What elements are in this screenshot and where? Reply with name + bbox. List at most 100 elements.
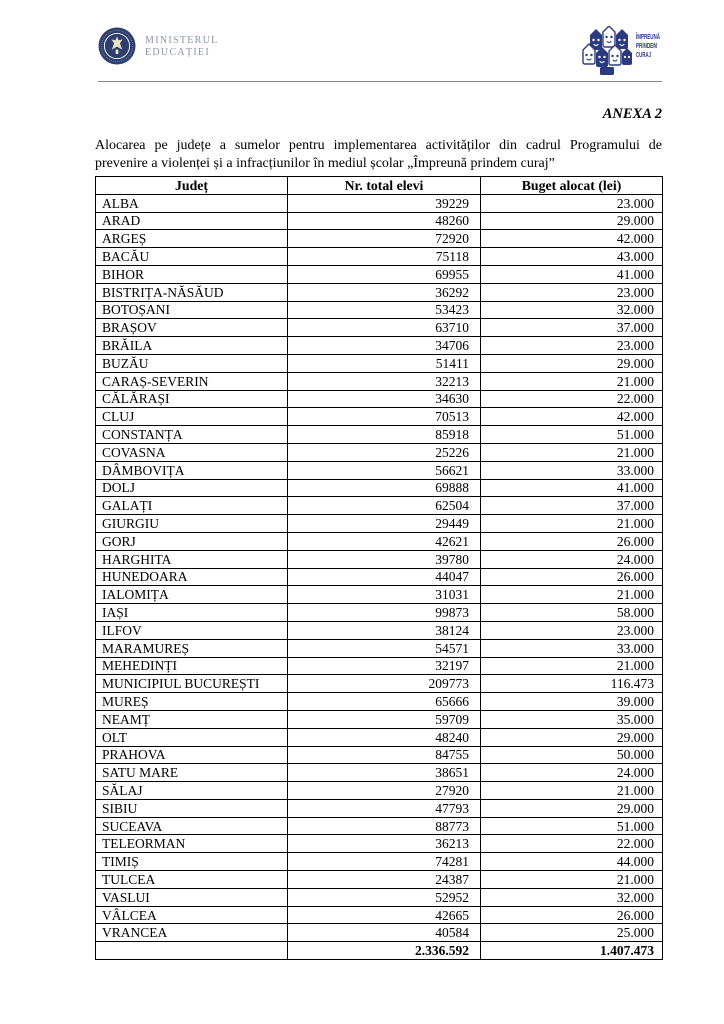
table-row: SIBIU 47793 29.000 <box>95 798 663 818</box>
students-value: 53423 <box>287 300 481 320</box>
table-row: MEHEDINȚI 32197 21.000 <box>95 656 663 676</box>
total-county-cell <box>95 941 288 961</box>
county-name: ALBA <box>95 193 288 213</box>
students-value: 99873 <box>287 603 481 622</box>
county-table-body: ALBA 39229 23.000 ARAD 48260 29.000 ARGEȘ 72920… <box>95 193 663 943</box>
table-row: BIHOR 69955 41.000 <box>95 264 663 284</box>
table-row: CARAȘ-SEVERIN 32213 21.000 <box>95 371 663 391</box>
students-value: 39229 <box>287 193 481 213</box>
students-value: 27920 <box>287 781 481 800</box>
budget-value: 23.000 <box>480 193 663 213</box>
students-value: 39780 <box>287 549 481 569</box>
header-divider <box>98 81 662 82</box>
budget-value: 23.000 <box>480 336 663 355</box>
budget-value: 42.000 <box>480 407 663 427</box>
table-row: DÂMBOVIȚA 56621 33.000 <box>95 460 663 480</box>
budget-value: 33.000 <box>480 460 663 480</box>
county-name: TULCEA <box>95 870 288 889</box>
students-value: 65666 <box>287 692 481 711</box>
table-row: PRAHOVA 84755 50.000 <box>95 745 663 765</box>
county-name: BRAȘOV <box>95 318 288 338</box>
campaign-slogan-line1: ÎMPREUNĂ <box>635 32 660 41</box>
table-row: BACĂU 75118 43.000 <box>95 247 663 266</box>
county-name: PRAHOVA <box>95 745 288 765</box>
students-value: 38651 <box>287 763 481 783</box>
budget-value: 51.000 <box>480 425 663 444</box>
table-row: DOLJ 69888 41.000 <box>95 478 663 498</box>
budget-value: 37.000 <box>480 318 663 338</box>
budget-value: 29.000 <box>480 798 663 818</box>
table-row: BOTOȘANI 53423 32.000 <box>95 300 663 320</box>
students-value: 48260 <box>287 211 481 231</box>
table-header-row: Județ Nr. total elevi Buget alocat (lei) <box>95 176 663 195</box>
budget-value: 23.000 <box>480 620 663 640</box>
county-name: BOTOȘANI <box>95 300 288 320</box>
students-value: 56621 <box>287 460 481 480</box>
county-name: DÂMBOVIȚA <box>95 460 288 480</box>
budget-value: 22.000 <box>480 834 663 854</box>
county-name: GIURGIU <box>95 514 288 533</box>
students-value: 75118 <box>287 247 481 266</box>
table-row: GALAȚI 62504 37.000 <box>95 496 663 516</box>
county-name: BISTRIȚA-NĂSĂUD <box>95 282 288 302</box>
table-row: ILFOV 38124 23.000 <box>95 620 663 640</box>
budget-value: 32.000 <box>480 300 663 320</box>
county-name: MUNICIPIUL BUCUREȘTI <box>95 674 288 694</box>
county-name: CARAȘ-SEVERIN <box>95 371 288 391</box>
column-header-county: Județ <box>95 176 288 195</box>
students-value: 32197 <box>287 656 481 676</box>
total-students-value: 2.336.592 <box>287 941 481 961</box>
county-name: CLUJ <box>95 407 288 427</box>
budget-value: 35.000 <box>480 709 663 729</box>
county-name: DOLJ <box>95 478 288 498</box>
table-row: ALBA 39229 23.000 <box>95 193 663 213</box>
table-row: NEAMȚ 59709 35.000 <box>95 709 663 729</box>
table-row: BRĂILA 34706 23.000 <box>95 336 663 355</box>
students-value: 62504 <box>287 496 481 516</box>
students-value: 44047 <box>287 567 481 587</box>
table-row: MUNICIPIUL BUCUREȘTI 209773 116.473 <box>95 674 663 694</box>
budget-value: 21.000 <box>480 656 663 676</box>
county-name: BACĂU <box>95 247 288 266</box>
students-value: 40584 <box>287 923 481 943</box>
budget-value: 21.000 <box>480 585 663 605</box>
students-value: 74281 <box>287 852 481 872</box>
county-name: ARGEȘ <box>95 229 288 249</box>
budget-value: 41.000 <box>480 478 663 498</box>
county-name: VÂLCEA <box>95 905 288 925</box>
county-name: CONSTANȚA <box>95 425 288 444</box>
budget-value: 26.000 <box>480 531 663 551</box>
budget-value: 37.000 <box>480 496 663 516</box>
budget-value: 21.000 <box>480 442 663 462</box>
students-value: 84755 <box>287 745 481 765</box>
document-title-line2: prevenire a violenței și a infracțiunilo… <box>95 156 555 171</box>
allocation-table: Județ Nr. total elevi Buget alocat (lei)… <box>95 176 663 961</box>
table-row: TIMIȘ 74281 44.000 <box>95 852 663 872</box>
county-name: IALOMIȚA <box>95 585 288 605</box>
page-header: MINISTERUL EDUCAȚIEI <box>95 25 662 77</box>
budget-value: 26.000 <box>480 905 663 925</box>
table-row: BUZĂU 51411 29.000 <box>95 353 663 373</box>
budget-value: 44.000 <box>480 852 663 872</box>
county-name: VRANCEA <box>95 923 288 943</box>
students-value: 51411 <box>287 353 481 373</box>
students-value: 69888 <box>287 478 481 498</box>
county-name: BIHOR <box>95 264 288 284</box>
county-name: HARGHITA <box>95 549 288 569</box>
students-value: 24387 <box>287 870 481 889</box>
students-value: 88773 <box>287 816 481 836</box>
students-value: 59709 <box>287 709 481 729</box>
table-row: TULCEA 24387 21.000 <box>95 870 663 889</box>
students-value: 32213 <box>287 371 481 391</box>
ministry-name-line1: MINISTERUL <box>145 35 219 46</box>
county-name: ARAD <box>95 211 288 231</box>
table-row: MUREȘ 65666 39.000 <box>95 692 663 711</box>
budget-value: 29.000 <box>480 211 663 231</box>
county-name: TELEORMAN <box>95 834 288 854</box>
table-row: VASLUI 52952 32.000 <box>95 887 663 907</box>
campaign-slogan-line2: PRINDEM <box>636 43 657 50</box>
table-row: GORJ 42621 26.000 <box>95 531 663 551</box>
total-row: 2.336.592 1.407.473 <box>95 941 663 961</box>
students-value: 54571 <box>287 638 481 658</box>
column-header-budget: Buget alocat (lei) <box>480 176 663 195</box>
